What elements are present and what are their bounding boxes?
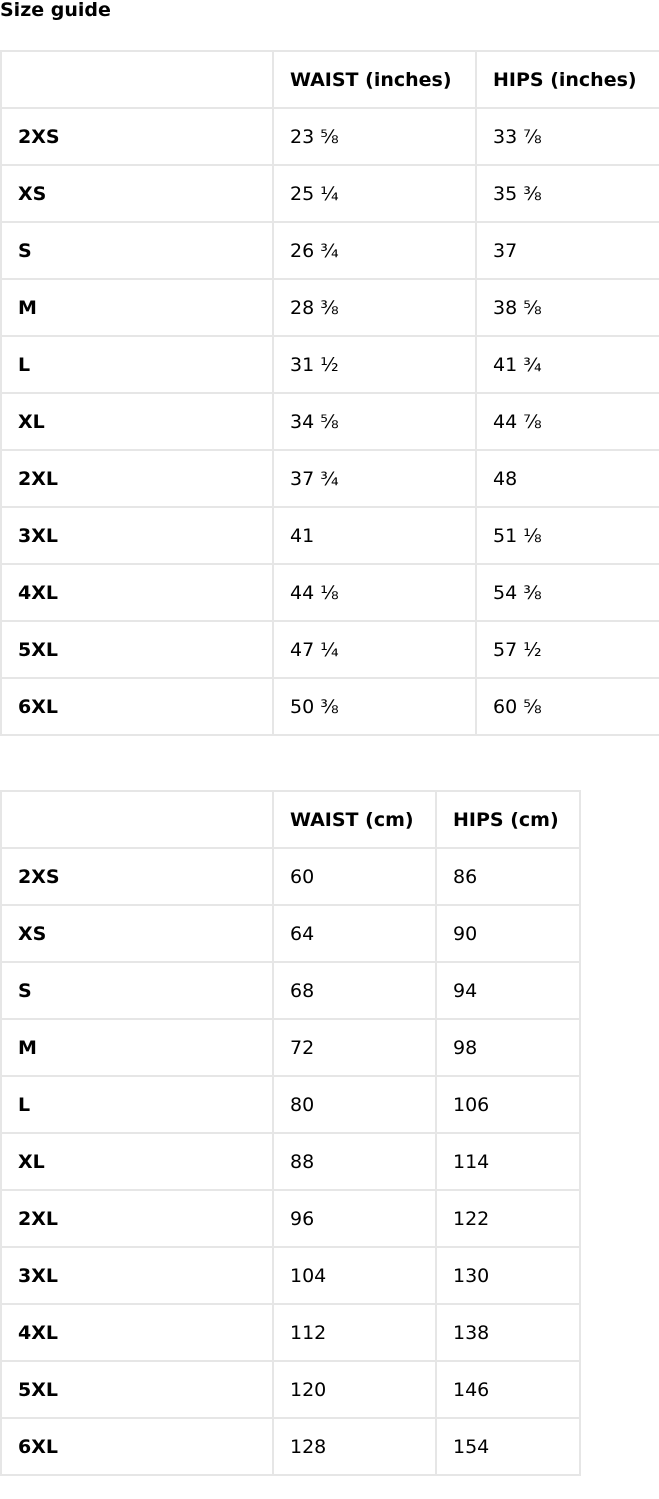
size-table-inches: WAIST (inches) HIPS (inches) 2XS 23 ⅝ 33 ⅞ XS… [0,50,659,736]
waist-value: 23 ⅝ [272,107,477,166]
hips-value: 90 [435,904,581,963]
hips-value: 154 [435,1417,581,1476]
column-header: HIPS (cm) [435,790,581,849]
size-label: M [0,1018,274,1077]
waist-value: 128 [272,1417,437,1476]
table-row: XL 88 114 [0,1132,581,1191]
column-header: HIPS (inches) [475,50,659,109]
size-table-cm: WAIST (cm) HIPS (cm) 2XS 60 86 XS 64 90 S 68 94 M 72… [0,790,581,1476]
table-row: 3XL 41 51 ⅛ [0,506,659,565]
waist-value: 44 ⅛ [272,563,477,622]
table-row: 2XS 23 ⅝ 33 ⅞ [0,107,659,166]
column-header: WAIST (cm) [272,790,437,849]
size-label: XS [0,904,274,963]
hips-value: 35 ⅜ [475,164,659,223]
size-label: 4XL [0,563,274,622]
waist-value: 112 [272,1303,437,1362]
hips-value: 37 [475,221,659,280]
table-row: 3XL 104 130 [0,1246,581,1305]
size-label: 2XS [0,107,274,166]
size-label: 2XS [0,847,274,906]
waist-value: 26 ¾ [272,221,477,280]
table-row: XL 34 ⅝ 44 ⅞ [0,392,659,451]
table-row: M 28 ⅜ 38 ⅝ [0,278,659,337]
waist-value: 41 [272,506,477,565]
page-title: Size guide [0,0,111,21]
size-label: XL [0,392,274,451]
hips-value: 51 ⅛ [475,506,659,565]
header-row: WAIST (cm) HIPS (cm) [0,790,581,849]
size-label: 4XL [0,1303,274,1362]
waist-value: 72 [272,1018,437,1077]
waist-value: 88 [272,1132,437,1191]
size-label: 2XL [0,449,274,508]
size-label: 5XL [0,620,274,679]
size-label: 3XL [0,1246,274,1305]
table-row: 4XL 44 ⅛ 54 ⅜ [0,563,659,622]
hips-value: 86 [435,847,581,906]
waist-value: 80 [272,1075,437,1134]
waist-value: 34 ⅝ [272,392,477,451]
table-row: S 68 94 [0,961,581,1020]
hips-value: 138 [435,1303,581,1362]
size-label: S [0,221,274,280]
hips-value: 94 [435,961,581,1020]
header-cell-empty [0,790,274,849]
hips-value: 106 [435,1075,581,1134]
table-row: 2XS 60 86 [0,847,581,906]
hips-value: 33 ⅞ [475,107,659,166]
size-label: XS [0,164,274,223]
waist-value: 104 [272,1246,437,1305]
waist-value: 25 ¼ [272,164,477,223]
table-row: 6XL 128 154 [0,1417,581,1476]
column-header: WAIST (inches) [272,50,477,109]
size-label: 5XL [0,1360,274,1419]
waist-value: 64 [272,904,437,963]
table-row: S 26 ¾ 37 [0,221,659,280]
table-row: 5XL 120 146 [0,1360,581,1419]
table-row: M 72 98 [0,1018,581,1077]
size-label: M [0,278,274,337]
hips-value: 130 [435,1246,581,1305]
table-row: L 80 106 [0,1075,581,1134]
waist-value: 31 ½ [272,335,477,394]
size-label: L [0,335,274,394]
table-row: 6XL 50 ⅜ 60 ⅝ [0,677,659,736]
size-label: 3XL [0,506,274,565]
waist-value: 60 [272,847,437,906]
waist-value: 47 ¼ [272,620,477,679]
size-label: 6XL [0,1417,274,1476]
hips-value: 122 [435,1189,581,1248]
hips-value: 54 ⅜ [475,563,659,622]
hips-value: 98 [435,1018,581,1077]
header-row: WAIST (inches) HIPS (inches) [0,50,659,109]
hips-value: 41 ¾ [475,335,659,394]
waist-value: 120 [272,1360,437,1419]
size-label: 2XL [0,1189,274,1248]
size-label: L [0,1075,274,1134]
hips-value: 60 ⅝ [475,677,659,736]
waist-value: 37 ¾ [272,449,477,508]
table-row: 2XL 96 122 [0,1189,581,1248]
size-label: XL [0,1132,274,1191]
waist-value: 96 [272,1189,437,1248]
table-row: 2XL 37 ¾ 48 [0,449,659,508]
hips-value: 44 ⅞ [475,392,659,451]
table-row: 5XL 47 ¼ 57 ½ [0,620,659,679]
hips-value: 146 [435,1360,581,1419]
waist-value: 28 ⅜ [272,278,477,337]
table-row: L 31 ½ 41 ¾ [0,335,659,394]
hips-value: 57 ½ [475,620,659,679]
header-cell-empty [0,50,274,109]
size-label: S [0,961,274,1020]
waist-value: 50 ⅜ [272,677,477,736]
table-row: XS 64 90 [0,904,581,963]
table-row: XS 25 ¼ 35 ⅜ [0,164,659,223]
hips-value: 38 ⅝ [475,278,659,337]
size-label: 6XL [0,677,274,736]
table-row: 4XL 112 138 [0,1303,581,1362]
hips-value: 114 [435,1132,581,1191]
hips-value: 48 [475,449,659,508]
waist-value: 68 [272,961,437,1020]
